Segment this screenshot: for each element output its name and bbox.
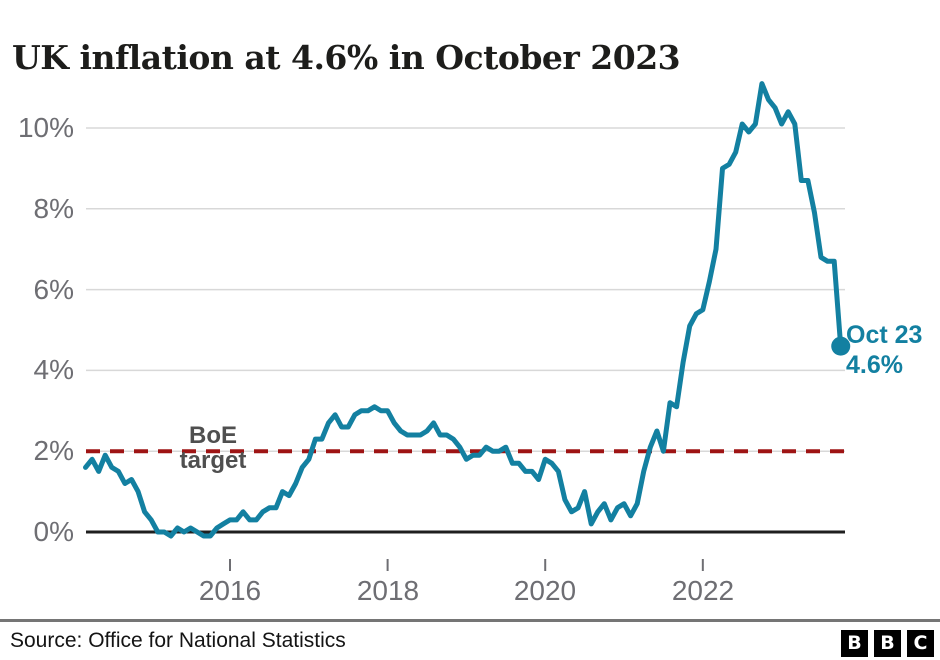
x-axis-label-2016: 2016 bbox=[198, 575, 262, 606]
endpoint-annotation-date: Oct 23 bbox=[846, 321, 923, 349]
y-axis-label-0: 0% bbox=[33, 516, 74, 547]
y-axis-label-4: 4% bbox=[33, 354, 74, 385]
y-axis-label-6: 6% bbox=[33, 274, 74, 305]
boe-target-label: BoE target bbox=[143, 423, 283, 473]
footer-divider bbox=[0, 619, 940, 622]
y-axis-label-8: 8% bbox=[33, 193, 74, 224]
page-title: UK inflation at 4.6% in October 2023 bbox=[12, 38, 681, 78]
endpoint-annotation-value: 4.6% bbox=[846, 351, 903, 379]
boe-target-label-line2: target bbox=[179, 447, 247, 474]
inflation-line bbox=[83, 81, 844, 539]
endpoint-annotation: Oct 23 4.6% bbox=[846, 320, 922, 380]
x-axis-label-2020: 2020 bbox=[513, 575, 577, 606]
x-axis-label-2022: 2022 bbox=[671, 575, 735, 606]
source-attribution: Source: Office for National Statistics bbox=[10, 629, 346, 652]
bbc-logo-block-c: C bbox=[907, 630, 934, 657]
x-axis-label-2018: 2018 bbox=[356, 575, 420, 606]
bbc-logo: B B C bbox=[841, 630, 934, 657]
bbc-logo-block-b1: B bbox=[841, 630, 868, 657]
boe-target-label-line1: BoE bbox=[189, 422, 237, 449]
y-axis-label-10: 10% bbox=[17, 112, 74, 143]
endpoint-dot bbox=[831, 336, 851, 356]
y-axis-label-2: 2% bbox=[33, 435, 74, 466]
bbc-logo-block-b2: B bbox=[874, 630, 901, 657]
